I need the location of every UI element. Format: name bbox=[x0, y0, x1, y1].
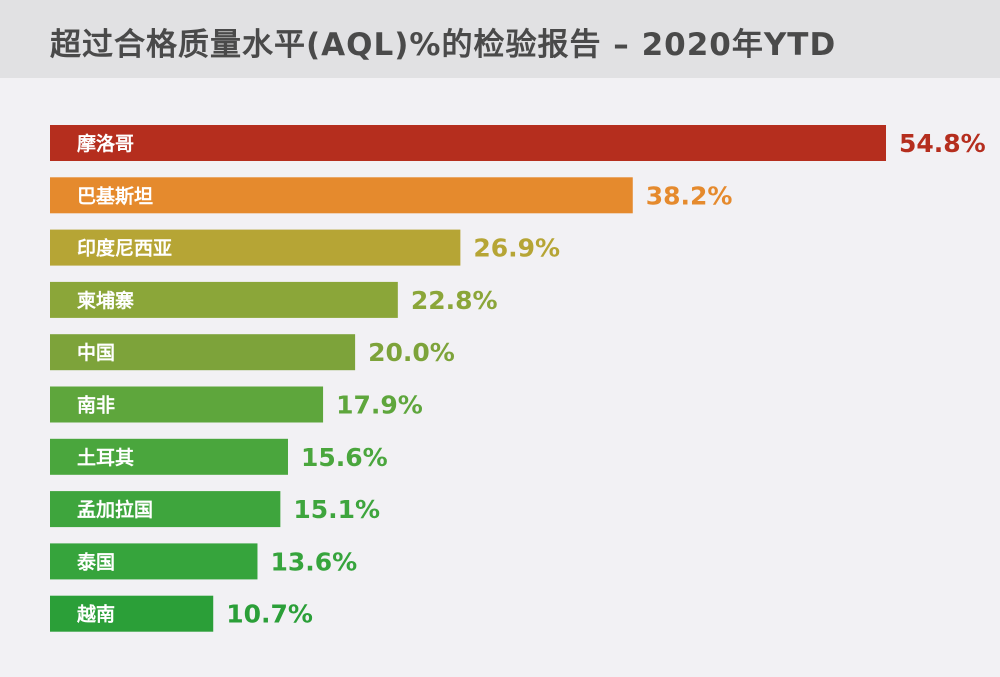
bar-2 bbox=[50, 177, 633, 214]
value-label-9: 13.6% bbox=[270, 547, 357, 576]
bar-4 bbox=[50, 281, 398, 318]
bar-10 bbox=[50, 595, 214, 632]
bar-6 bbox=[50, 386, 324, 423]
category-label-7: 土耳其 bbox=[77, 447, 134, 469]
value-label-4: 22.8% bbox=[411, 286, 498, 315]
chart-title: 超过合格质量水平(AQL)%的检验报告 – 2020年YTD bbox=[50, 27, 837, 63]
value-label-7: 15.6% bbox=[301, 443, 388, 472]
bar-5 bbox=[50, 334, 356, 371]
category-label-6: 南非 bbox=[77, 395, 115, 417]
category-label-9: 泰国 bbox=[76, 550, 115, 573]
category-label-2: 巴基斯坦 bbox=[77, 184, 153, 207]
value-label-10: 10.7% bbox=[226, 600, 313, 629]
category-label-5: 中国 bbox=[77, 341, 115, 364]
value-label-5: 20.0% bbox=[368, 338, 455, 367]
bar-7 bbox=[50, 438, 288, 475]
category-label-3: 印度尼西亚 bbox=[77, 237, 172, 260]
value-label-1: 54.8% bbox=[899, 129, 986, 158]
category-label-1: 摩洛哥 bbox=[77, 132, 134, 155]
category-label-4: 柬埔寨 bbox=[77, 289, 134, 312]
value-label-8: 15.1% bbox=[293, 495, 380, 524]
bar-1 bbox=[50, 125, 886, 161]
category-label-8: 孟加拉国 bbox=[77, 498, 153, 521]
bar-3 bbox=[50, 229, 461, 266]
title-bar: 超过合格质量水平(AQL)%的检验报告 – 2020年YTD bbox=[0, 0, 1000, 78]
value-label-3: 26.9% bbox=[473, 234, 560, 263]
value-label-6: 17.9% bbox=[336, 391, 423, 420]
bar-8 bbox=[50, 491, 281, 528]
value-label-2: 38.2% bbox=[646, 181, 733, 210]
category-label-10: 越南 bbox=[76, 603, 115, 626]
bar-9 bbox=[50, 543, 258, 580]
